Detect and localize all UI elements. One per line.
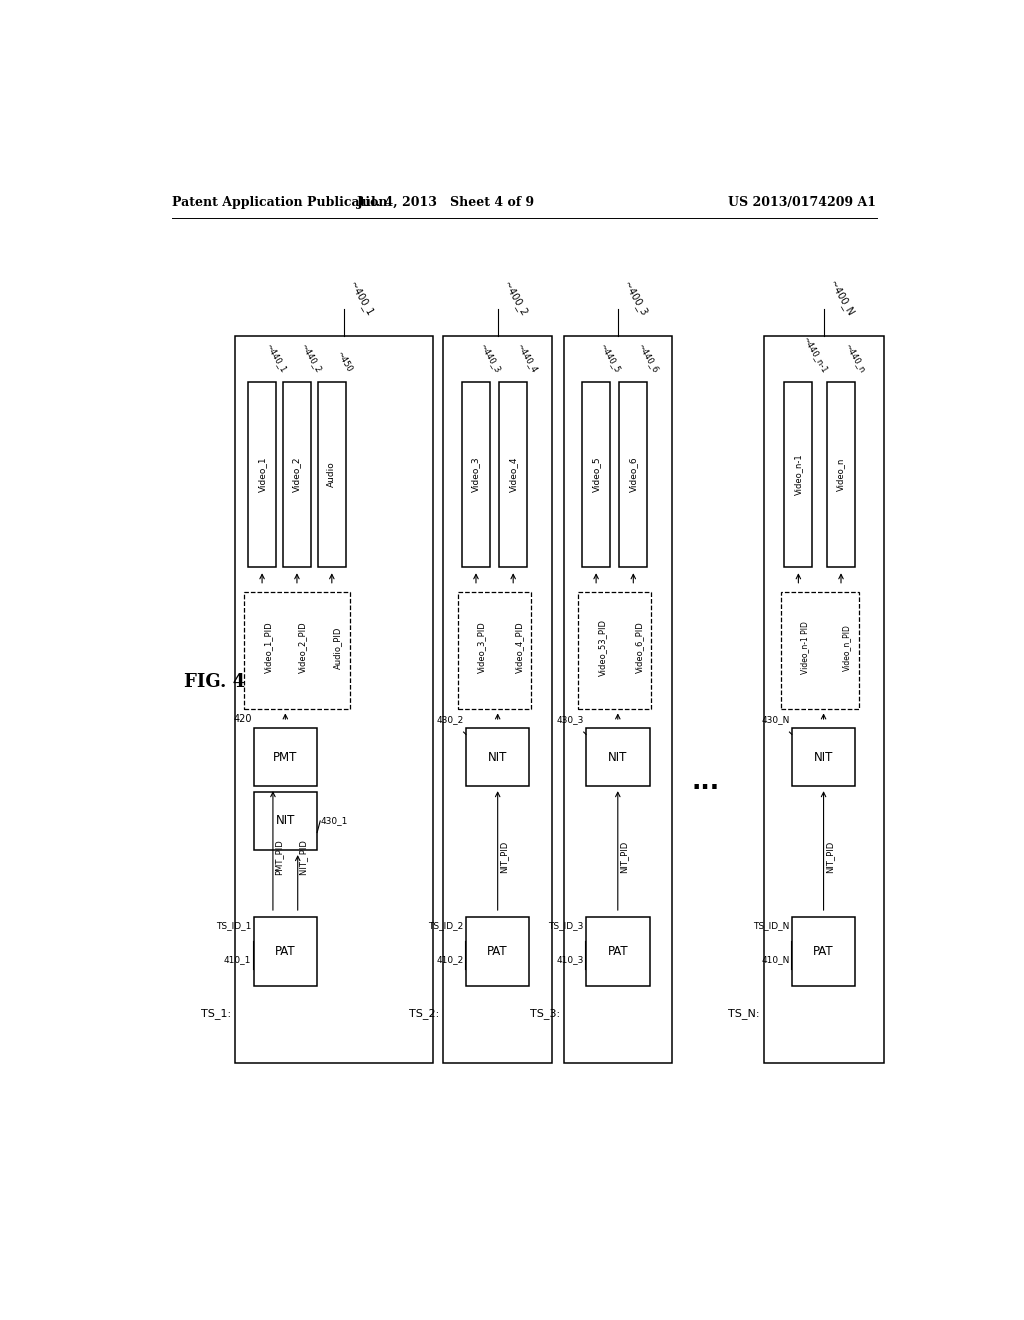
Text: PAT: PAT — [813, 945, 834, 958]
Text: Video_4_PID: Video_4_PID — [515, 622, 523, 673]
Bar — [780, 591, 859, 709]
Bar — [462, 381, 489, 566]
Bar — [586, 729, 649, 785]
Bar — [620, 381, 647, 566]
Text: 430_3: 430_3 — [556, 715, 584, 725]
Bar — [254, 917, 317, 986]
Text: FIG. 4: FIG. 4 — [183, 673, 245, 690]
Bar — [827, 381, 855, 566]
Text: ~400_1: ~400_1 — [347, 280, 375, 318]
Text: NIT: NIT — [275, 814, 295, 828]
Text: Video_6_PID: Video_6_PID — [635, 622, 644, 673]
Text: ~440_n-1: ~440_n-1 — [801, 334, 828, 374]
Text: Video_2_PID: Video_2_PID — [299, 622, 307, 673]
Text: Video_2: Video_2 — [293, 457, 301, 492]
Text: Video_n: Video_n — [837, 458, 846, 491]
Text: TS_ID_1: TS_ID_1 — [216, 921, 251, 929]
Text: 430_2: 430_2 — [436, 715, 464, 725]
Bar — [792, 917, 855, 986]
Text: Video_3_PID: Video_3_PID — [477, 622, 486, 673]
Text: ~400_3: ~400_3 — [621, 280, 649, 318]
Bar — [563, 335, 672, 1063]
Text: 410_N: 410_N — [761, 954, 790, 964]
Text: Audio_PID: Audio_PID — [334, 626, 342, 668]
Bar — [764, 335, 884, 1063]
Text: 430_1: 430_1 — [321, 817, 348, 825]
Text: ~450: ~450 — [334, 350, 353, 374]
Bar — [466, 729, 529, 785]
Text: ~440_6: ~440_6 — [636, 342, 659, 374]
Bar — [234, 335, 432, 1063]
Text: TS_ID_N: TS_ID_N — [753, 921, 790, 929]
Text: NIT_ PID: NIT_ PID — [299, 840, 308, 875]
Bar — [586, 917, 649, 986]
Text: ...: ... — [691, 770, 720, 795]
Bar — [254, 729, 317, 785]
Text: Jul. 4, 2013   Sheet 4 of 9: Jul. 4, 2013 Sheet 4 of 9 — [356, 195, 535, 209]
Text: ~400_2: ~400_2 — [501, 280, 529, 318]
Text: TS_ID_3: TS_ID_3 — [548, 921, 584, 929]
Text: 410_2: 410_2 — [436, 954, 464, 964]
Text: ~440_n: ~440_n — [844, 342, 867, 374]
Text: ~400_N: ~400_N — [826, 279, 855, 318]
Text: TS_1:: TS_1: — [201, 1007, 231, 1019]
Text: PAT: PAT — [275, 945, 296, 958]
Text: TS_N:: TS_N: — [728, 1007, 760, 1019]
Text: 430_N: 430_N — [761, 715, 790, 725]
Text: 410_1: 410_1 — [224, 954, 251, 964]
Text: PAT: PAT — [607, 945, 628, 958]
Text: 420: 420 — [233, 714, 252, 725]
Text: Video_n-1: Video_n-1 — [794, 453, 803, 495]
Text: TS_ID_2: TS_ID_2 — [428, 921, 464, 929]
Text: PMT: PMT — [273, 751, 298, 763]
Bar — [466, 917, 529, 986]
Bar — [500, 381, 527, 566]
Bar — [245, 591, 349, 709]
Text: ~440_5: ~440_5 — [598, 342, 623, 374]
Text: NIT: NIT — [608, 751, 628, 763]
Text: TS_2:: TS_2: — [410, 1007, 439, 1019]
Bar — [283, 381, 311, 566]
Text: TS_3:: TS_3: — [529, 1007, 560, 1019]
Text: Video_3: Video_3 — [471, 457, 480, 492]
Text: 410_3: 410_3 — [556, 954, 584, 964]
Bar — [443, 335, 552, 1063]
Text: ~440_2: ~440_2 — [299, 342, 324, 374]
Text: Patent Application Publication: Patent Application Publication — [172, 195, 388, 209]
Text: NIT: NIT — [488, 751, 507, 763]
Text: NIT_PID: NIT_PID — [500, 841, 508, 874]
Text: Video_n-1 PID: Video_n-1 PID — [800, 620, 809, 673]
Text: ~440_3: ~440_3 — [478, 342, 503, 374]
Text: NIT_PID: NIT_PID — [620, 841, 629, 874]
Text: Video_53_PID: Video_53_PID — [598, 619, 606, 676]
Bar — [317, 381, 346, 566]
Text: Video_1_PID: Video_1_PID — [263, 622, 272, 673]
Bar — [792, 729, 855, 785]
Text: PAT: PAT — [487, 945, 508, 958]
Bar — [458, 591, 531, 709]
Bar — [784, 381, 812, 566]
Text: Video_n_PID: Video_n_PID — [843, 624, 852, 671]
Text: Video_1: Video_1 — [258, 457, 266, 492]
Text: Video_4: Video_4 — [509, 457, 518, 492]
Bar — [254, 792, 317, 850]
Text: NIT: NIT — [814, 751, 834, 763]
Bar — [248, 381, 276, 566]
Text: ~440_4: ~440_4 — [515, 342, 540, 374]
Text: US 2013/0174209 A1: US 2013/0174209 A1 — [728, 195, 877, 209]
Text: Audio: Audio — [328, 461, 336, 487]
Text: ~440_1: ~440_1 — [264, 342, 289, 374]
Text: Video_5: Video_5 — [592, 457, 601, 492]
Bar — [583, 381, 610, 566]
Text: Video_6: Video_6 — [629, 457, 638, 492]
Text: PMT_PID: PMT_PID — [274, 840, 284, 875]
Text: NIT_PID: NIT_PID — [825, 841, 835, 874]
Bar — [579, 591, 651, 709]
